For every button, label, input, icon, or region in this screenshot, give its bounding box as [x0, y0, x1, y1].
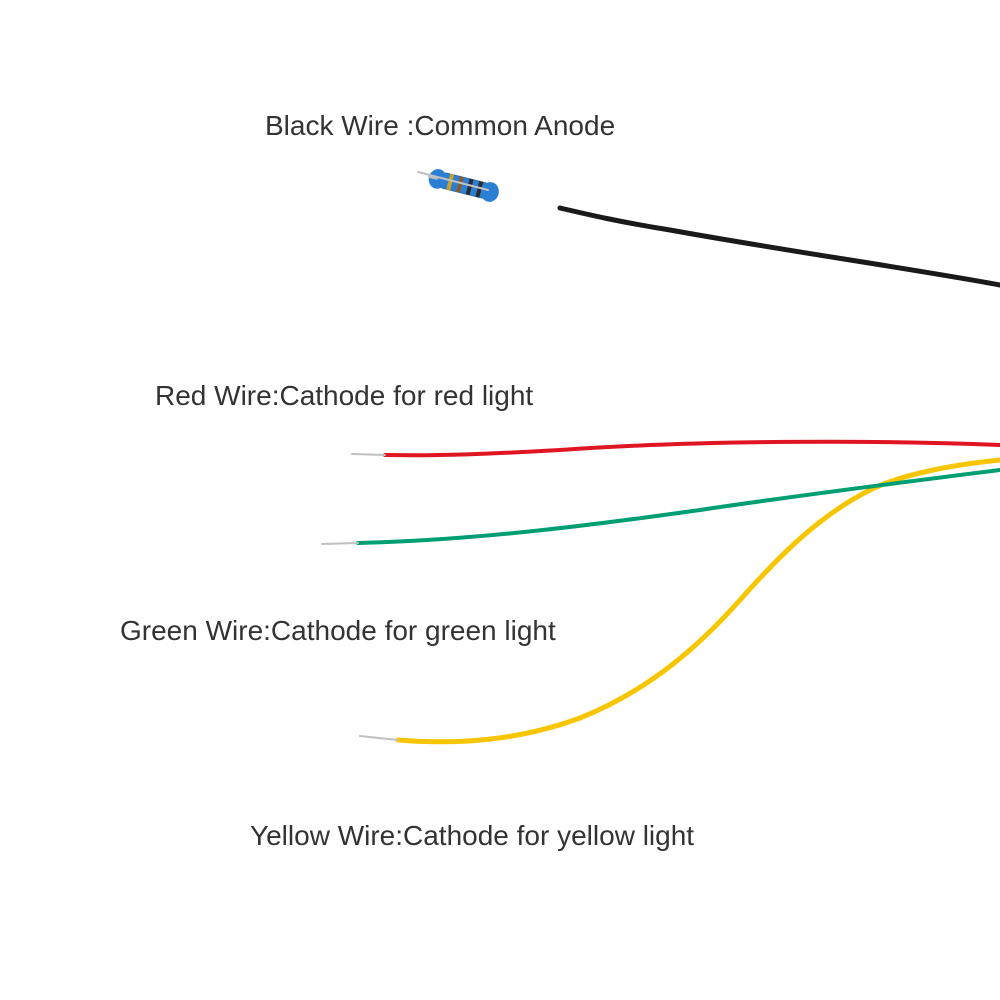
yellow-wire	[360, 460, 1000, 742]
black-wire	[418, 167, 1000, 285]
green-wire	[322, 470, 1000, 544]
red-wire	[352, 442, 1000, 456]
label-yellow-wire: Yellow Wire:Cathode for yellow light	[250, 820, 694, 852]
label-red-wire: Red Wire:Cathode for red light	[155, 380, 533, 412]
label-green-wire: Green Wire:Cathode for green light	[120, 615, 556, 647]
resistor-icon	[426, 167, 501, 204]
label-black-wire: Black Wire :Common Anode	[265, 110, 615, 142]
